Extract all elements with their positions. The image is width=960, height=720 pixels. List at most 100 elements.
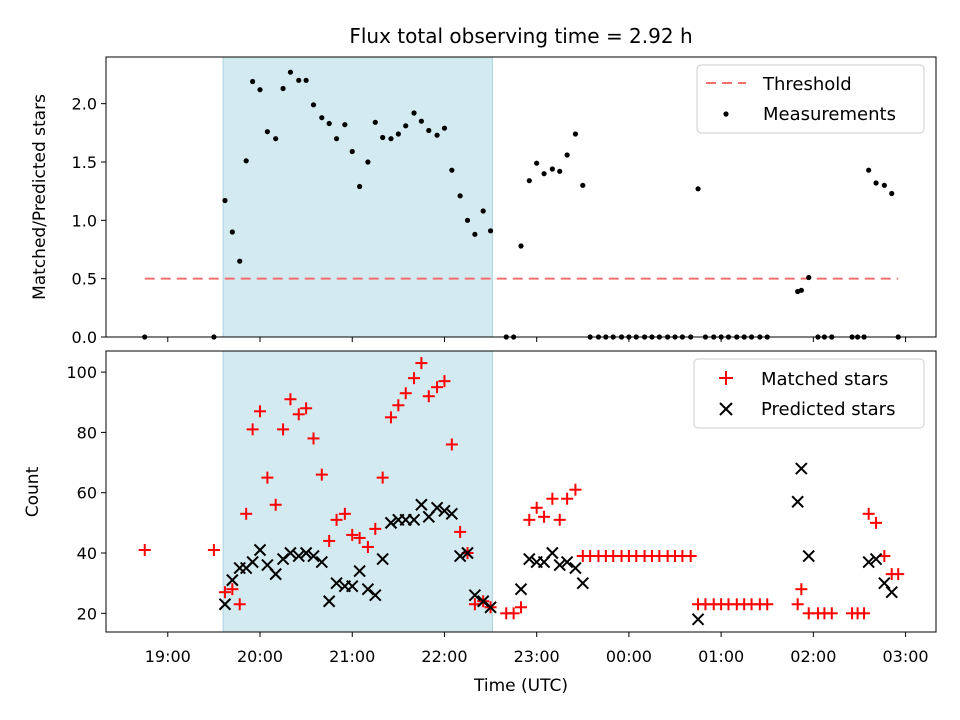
- predicted-star-point: [878, 576, 891, 590]
- predicted-star-point: [453, 549, 467, 563]
- chart-title: Flux total observing time = 2.92 h: [349, 24, 692, 48]
- measurement-point: [418, 118, 424, 124]
- measurement-point: [357, 183, 363, 190]
- predicted-star-point: [376, 552, 389, 566]
- predicted-star-point: [468, 589, 482, 602]
- measurement-point: [549, 166, 555, 172]
- matched-star-point: [507, 607, 520, 620]
- measurement-point: [411, 110, 417, 116]
- predicted-star-point: [415, 498, 428, 511]
- top-ytick-label: 0.0: [72, 328, 97, 347]
- predicted-star-point: [576, 576, 589, 590]
- predicted-star-point: [253, 543, 267, 557]
- measurement-point: [449, 167, 455, 173]
- measurement-point: [541, 171, 547, 177]
- measurement-point: [873, 180, 879, 186]
- bottom-ytick-label: 80: [77, 423, 97, 442]
- predicted-star-point: [869, 552, 883, 566]
- matched-star-point: [569, 483, 582, 496]
- legend-measurements-swatch: [723, 111, 729, 117]
- bottom-xtick-label: 03:00: [883, 647, 929, 666]
- predicted-star-point: [407, 513, 421, 527]
- measurement-point: [303, 77, 309, 83]
- top-ytick-label: 1.0: [72, 211, 97, 230]
- predicted-star-point: [795, 462, 808, 475]
- predicted-star-point: [284, 546, 297, 560]
- predicted-star-point: [885, 585, 898, 599]
- bottom-y-axis-label: Count: [23, 466, 43, 517]
- matched-star-point: [415, 357, 428, 370]
- bottom-xtick-label: 22:00: [421, 647, 467, 666]
- top-y-axis-label: Matched/Predicted stars: [30, 94, 50, 300]
- matched-star-point: [218, 586, 231, 599]
- measurement-point: [403, 123, 409, 129]
- predicted-star-point: [523, 552, 536, 566]
- matched-star-point: [369, 522, 382, 535]
- matched-star-point: [399, 387, 412, 400]
- matched-star-point: [795, 583, 808, 596]
- top-ytick-label: 2.0: [72, 95, 97, 114]
- matched-star-point: [292, 408, 305, 421]
- legend-matched-swatch: [719, 371, 733, 385]
- bottom-xtick-label: 02:00: [790, 647, 836, 666]
- matched-star-point: [515, 601, 527, 614]
- measurement-point: [273, 136, 279, 142]
- predicted-star-point: [484, 601, 497, 614]
- measurement-point: [380, 134, 386, 141]
- measurement-point: [229, 229, 235, 235]
- matched-star-point: [269, 498, 282, 511]
- measurement-point: [457, 193, 463, 199]
- top-legend: Threshold Measurements: [696, 64, 925, 134]
- matched-star-point: [892, 568, 905, 581]
- measurement-point: [319, 115, 325, 121]
- matched-star-point: [323, 534, 336, 547]
- bottom-ytick-label: 40: [77, 544, 97, 563]
- matched-star-point: [300, 402, 313, 415]
- matched-star-point: [284, 393, 297, 406]
- measurement-point: [310, 102, 317, 108]
- predicted-star-point: [315, 555, 329, 569]
- predicted-star-point: [384, 516, 398, 530]
- measurement-point: [534, 160, 540, 166]
- matched-star-point: [233, 598, 246, 611]
- bottom-ytick-label: 60: [77, 484, 97, 503]
- measurement-point: [487, 228, 494, 234]
- measurement-point: [889, 190, 895, 197]
- predicted-star-point: [514, 582, 528, 596]
- predicted-star-point: [560, 555, 574, 569]
- matched-star-point: [530, 501, 543, 514]
- predicted-star-point: [430, 501, 444, 514]
- matched-star-point: [376, 471, 389, 484]
- measurement-point: [287, 69, 294, 75]
- matched-star-point: [226, 583, 239, 596]
- predicted-star-point: [299, 546, 313, 560]
- matched-star-point: [858, 607, 871, 620]
- measurement-point: [434, 132, 440, 138]
- matched-star-point: [553, 513, 566, 526]
- bottom-panel: 20 40 60 80 100 19:00 20:00 21:00 22:00 23:00 00:…: [23, 350, 937, 696]
- predicted-star-point: [461, 546, 474, 560]
- matched-star-point: [438, 375, 451, 388]
- matched-star-point: [761, 598, 774, 611]
- legend-predicted-label: Predicted stars: [761, 399, 895, 420]
- legend-predicted-swatch: [719, 402, 733, 416]
- matched-star-point: [353, 531, 366, 544]
- matched-star-point: [346, 528, 359, 541]
- legend-measurements-label: Measurements: [763, 104, 896, 125]
- matched-star-point: [870, 516, 883, 529]
- measurement-point: [464, 217, 471, 223]
- measurement-point: [326, 120, 332, 127]
- bottom-xtick-label: 20:00: [237, 647, 283, 666]
- bottom-xtick-label: 23:00: [514, 647, 560, 666]
- predicted-star-point: [346, 579, 359, 593]
- bottom-ytick-label: 20: [77, 604, 97, 623]
- measurement-point: [264, 129, 270, 135]
- measurement-point: [480, 208, 486, 214]
- measurement-point: [564, 152, 570, 158]
- matched-star-point: [538, 510, 551, 523]
- measurement-point: [518, 243, 524, 249]
- predicted-star-point: [569, 561, 582, 575]
- matched-star-point: [254, 405, 267, 418]
- matched-star-point: [825, 607, 838, 620]
- matched-star-point: [246, 423, 259, 436]
